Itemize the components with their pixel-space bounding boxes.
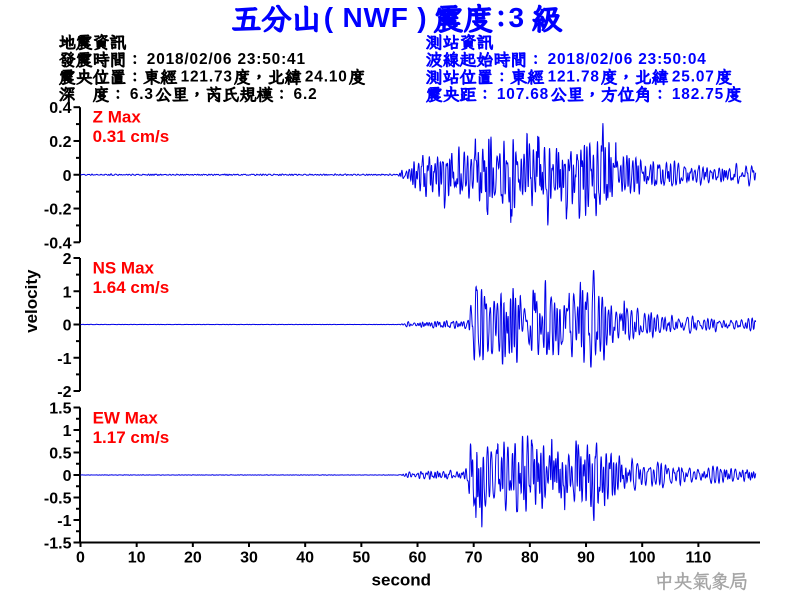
svg-text:-1: -1 (57, 351, 71, 368)
svg-text:-0.2: -0.2 (44, 202, 72, 219)
svg-text:velocity: velocity (22, 269, 41, 333)
svg-text:( NWF ): ( NWF ) (324, 2, 428, 33)
svg-text:110: 110 (685, 549, 711, 566)
svg-text:-0.5: -0.5 (44, 491, 72, 508)
svg-text:182.75: 182.75 (672, 86, 724, 103)
svg-text:90: 90 (577, 549, 595, 566)
svg-text:2: 2 (63, 251, 72, 268)
svg-text:80: 80 (521, 549, 539, 566)
svg-text:0.4: 0.4 (49, 100, 71, 117)
svg-text:70: 70 (465, 549, 483, 566)
svg-text:-0.4: -0.4 (44, 235, 72, 252)
svg-text:107.68: 107.68 (497, 86, 549, 103)
svg-text:1.5: 1.5 (49, 401, 71, 418)
svg-text:-1: -1 (57, 513, 71, 530)
svg-text:0: 0 (76, 549, 85, 566)
svg-text:-1.5: -1.5 (44, 536, 72, 553)
svg-text:25.07: 25.07 (672, 68, 715, 85)
svg-text:121.78: 121.78 (548, 68, 600, 85)
svg-text:1: 1 (63, 284, 72, 301)
svg-text:Z Max: Z Max (93, 108, 142, 127)
svg-text:30: 30 (240, 549, 258, 566)
svg-text:10: 10 (128, 549, 146, 566)
svg-text:-2: -2 (57, 384, 71, 401)
svg-text:100: 100 (629, 549, 656, 566)
svg-text:6.2: 6.2 (294, 86, 318, 103)
svg-text:1.64 cm/s: 1.64 cm/s (93, 278, 170, 297)
svg-text:40: 40 (296, 549, 314, 566)
svg-text:1.17 cm/s: 1.17 cm/s (93, 428, 170, 447)
svg-text:0.5: 0.5 (49, 446, 71, 463)
svg-text:24.10: 24.10 (305, 68, 348, 85)
svg-text:121.73: 121.73 (181, 68, 233, 85)
svg-text:2018/02/06 23:50:04: 2018/02/06 23:50:04 (548, 51, 707, 68)
svg-text:50: 50 (352, 549, 370, 566)
svg-text:6.3: 6.3 (130, 86, 154, 103)
svg-text:3: 3 (509, 2, 525, 33)
svg-text:0: 0 (63, 168, 72, 185)
svg-text:EW Max: EW Max (93, 408, 159, 427)
svg-text:0: 0 (63, 468, 72, 485)
svg-text:1: 1 (63, 423, 72, 440)
svg-text:2018/02/06 23:50:41: 2018/02/06 23:50:41 (147, 51, 306, 68)
svg-text:0.31 cm/s: 0.31 cm/s (93, 127, 170, 146)
svg-text:second: second (372, 571, 432, 590)
svg-text:20: 20 (184, 549, 202, 566)
svg-text:0.2: 0.2 (49, 134, 71, 151)
svg-text:60: 60 (409, 549, 427, 566)
svg-text:NS Max: NS Max (93, 258, 155, 277)
svg-text:0: 0 (63, 318, 72, 335)
